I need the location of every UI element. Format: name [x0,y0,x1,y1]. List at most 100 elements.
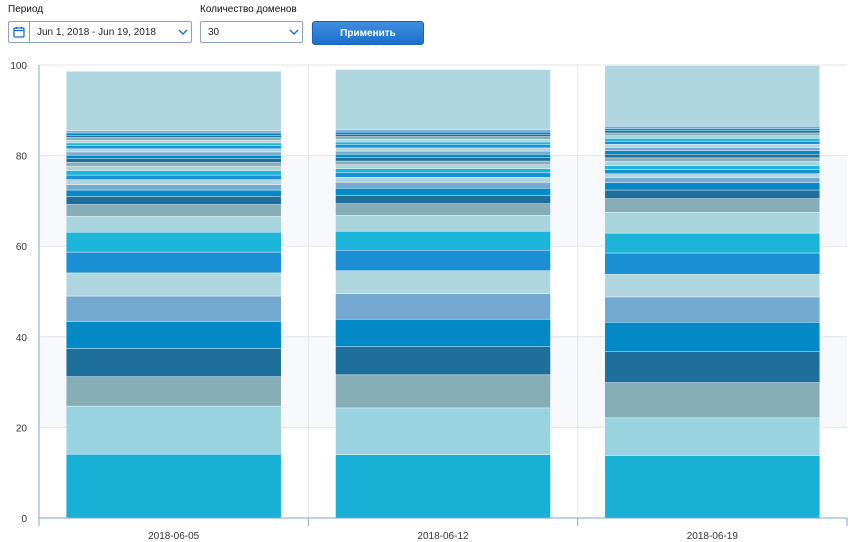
chevron-down-icon[interactable] [175,29,191,35]
bar-segment [335,157,551,162]
domains-count-select[interactable]: 30 [200,21,303,43]
bar-segment [335,136,551,140]
bar-segment [335,141,551,145]
bar-segment [65,189,282,197]
y-tick-label: 0 [21,514,27,525]
bar-segment [604,157,821,162]
bar-segment [604,140,821,145]
y-tick-label: 20 [16,423,28,434]
bar-segment [335,346,551,376]
bar-segment [604,154,821,159]
calendar-icon[interactable] [9,22,30,42]
y-tick-label: 100 [10,61,27,72]
bar-segment [65,137,282,141]
bar-segment [335,203,551,216]
bar-segment [335,139,551,143]
bar-segment [65,204,282,217]
bar-segment [604,252,821,275]
bar-segment [604,150,821,155]
bar-segment [335,160,551,165]
bar-segment [335,131,551,135]
bar-segment [335,231,551,251]
bar-segment [604,165,821,170]
bar-segment [335,144,551,149]
y-tick-label: 80 [16,152,28,163]
bar-segment [65,71,282,131]
bar-segment [65,151,282,156]
bar-segment [65,154,282,159]
bar-segment [335,250,551,271]
bar-segment [604,130,821,134]
bar-segment [335,177,551,183]
bar-segment [604,128,821,131]
y-tick-label: 40 [16,333,28,344]
bar-segment [335,69,551,130]
bar-segment [65,376,282,407]
bar-segment [335,293,551,320]
bar-segment [65,145,282,150]
bar-segment [335,154,551,158]
period-value: Jun 1, 2018 - Jun 19, 2018 [37,26,156,38]
bar-segment [604,296,821,323]
bar-segment [335,454,551,519]
bar-segment [604,144,821,148]
bar-segment [65,174,282,180]
x-tick-label: 2018-06-12 [417,531,469,542]
bar-segment [65,148,282,153]
bar-segment [335,150,551,155]
domains-count-value: 30 [208,26,220,38]
bar-segment [604,189,821,199]
bar-segment [604,322,821,352]
period-label: Период [8,4,44,15]
y-tick-label: 60 [16,242,28,253]
bar-segment [604,212,821,234]
bar-segment [604,198,821,213]
bar-segment [335,374,551,409]
bar-segment [65,162,282,167]
bar-segment [65,166,282,171]
bar-segment [604,382,821,419]
bar-segment [65,272,282,297]
x-tick-label: 2018-06-19 [687,531,739,542]
bar-segment [604,161,821,166]
bar-segment [335,129,551,133]
bar-segment [65,184,282,191]
bar-segment [604,177,821,183]
bar-segment [604,169,821,174]
bar-segment [65,405,282,455]
bar-segment [65,142,282,146]
bar-segment [65,130,282,134]
bar-segment [604,182,821,191]
domains-count-label: Количество доменов [200,4,297,15]
apply-button[interactable]: Применить [312,21,424,45]
bar-segment [604,65,821,127]
bar-segment [604,132,821,136]
bar-segment [65,216,282,233]
bar-segment [335,134,551,137]
bar-segment [335,172,551,178]
bar-segment [604,138,821,142]
bar-segment [604,232,821,254]
x-tick-label: 2018-06-05 [148,531,200,542]
bar-segment [335,195,551,204]
bar-segment [65,139,282,144]
bar-segment [65,453,282,519]
bar-segment [335,318,551,347]
bar-segment [604,147,821,151]
bar-segment [604,173,821,178]
chevron-down-icon[interactable] [286,29,302,35]
bar-segment [604,351,821,383]
bar-segment [604,135,821,139]
bar-segment [604,455,821,519]
bar-segment [65,135,282,138]
bar-segment [604,417,821,456]
bar-segment [65,179,282,185]
bar-segment [335,407,551,455]
bar-segment [65,170,282,176]
bar-segment [335,164,551,169]
bar-segment [65,231,282,253]
bar-segment [335,168,551,174]
period-date-picker[interactable]: Jun 1, 2018 - Jun 19, 2018 [8,21,192,43]
bar-segment [65,295,282,322]
bar-segment [604,274,821,298]
